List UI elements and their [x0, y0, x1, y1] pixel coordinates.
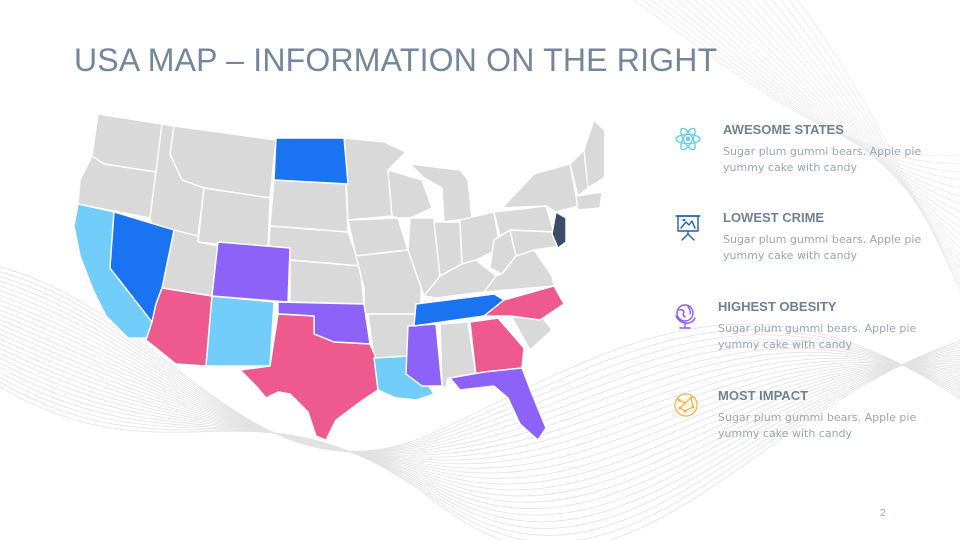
wave-line	[0, 319, 960, 465]
state-new-york	[501, 163, 579, 213]
state-ohio	[459, 211, 501, 265]
wave-line	[754, 0, 960, 263]
presentation-board-icon	[675, 215, 701, 241]
wave-line	[0, 324, 960, 469]
wave-line	[0, 352, 960, 503]
legend-description: Sugar plum gummi bears. Apple pie yummy …	[723, 233, 922, 262]
wave-line	[659, 0, 960, 181]
state-kansas	[289, 259, 365, 305]
wave-line	[0, 338, 960, 485]
usa-map	[73, 113, 604, 441]
wave-line	[771, 0, 960, 275]
wave-line	[0, 309, 960, 458]
state-iowa	[347, 217, 409, 257]
state-new-jersey	[551, 211, 567, 249]
globe-stand-icon	[675, 304, 696, 329]
state-maine	[583, 119, 604, 189]
wave-line	[745, 0, 960, 256]
wave-line	[641, 0, 960, 164]
wave-line	[0, 314, 960, 461]
wave-line	[711, 0, 960, 228]
legend-title: AWESOME STATES	[723, 122, 844, 137]
wave-line	[0, 349, 960, 523]
legend-description: Sugar plum gummi bears. Apple pie yummy …	[723, 145, 922, 174]
wave-line	[0, 348, 960, 497]
legend-title: LOWEST CRIME	[723, 210, 825, 225]
state-mississippi	[405, 323, 443, 387]
wave-line	[0, 354, 960, 509]
wave-line	[0, 340, 960, 540]
wave-line	[0, 347, 960, 529]
wave-line	[0, 300, 960, 455]
wave-line	[0, 343, 960, 540]
legend-description: Sugar plum gummi bears. Apple pie yummy …	[718, 411, 917, 440]
wave-line	[737, 0, 960, 249]
wave-line	[780, 0, 960, 281]
wave-line	[0, 295, 960, 454]
state-colorado	[211, 241, 291, 303]
base-states	[77, 113, 604, 389]
state-texas	[239, 313, 379, 441]
state-kentucky	[423, 259, 497, 299]
wave-line	[0, 276, 960, 453]
state-wyoming	[197, 187, 271, 251]
wave-line	[762, 0, 960, 269]
wave-line	[693, 0, 960, 213]
wave-line	[0, 345, 960, 536]
legend-title: MOST IMPACT	[718, 388, 809, 403]
wave-line	[676, 0, 960, 197]
wave-line	[719, 0, 960, 235]
state-georgia	[469, 317, 525, 377]
state-south-dakota	[269, 179, 349, 233]
atom-icon	[675, 127, 701, 151]
wave-line	[0, 271, 960, 452]
network-globe-icon	[674, 393, 698, 417]
wave-line	[0, 285, 960, 453]
wave-line	[728, 0, 960, 242]
wave-line	[667, 0, 960, 189]
wave-line	[788, 0, 960, 286]
state-north-dakota	[273, 137, 349, 185]
wave-line	[0, 328, 960, 474]
wave-line	[633, 0, 960, 157]
state-north-carolina	[483, 285, 565, 321]
wave-line	[702, 0, 960, 220]
state-michigan	[409, 163, 473, 223]
wave-line	[0, 280, 960, 453]
wave-line	[0, 343, 960, 491]
wave-line	[0, 352, 960, 516]
state-maryland	[509, 229, 563, 257]
wave-line	[0, 304, 960, 456]
page-number: 2	[880, 508, 886, 519]
wave-line	[650, 0, 960, 173]
legend-description: Sugar plum gummi bears. Apple pie yummy …	[718, 322, 917, 351]
wave-line	[0, 290, 960, 453]
state-florida	[449, 367, 547, 441]
slide-title: USA MAP – INFORMATION ON THE RIGHT	[74, 42, 718, 78]
state-massachusetts-connecticut	[575, 191, 603, 211]
wave-line	[0, 333, 960, 479]
state-new-mexico	[205, 295, 275, 367]
wave-line	[685, 0, 960, 205]
legend-title: HIGHEST OBESITY	[718, 299, 837, 314]
